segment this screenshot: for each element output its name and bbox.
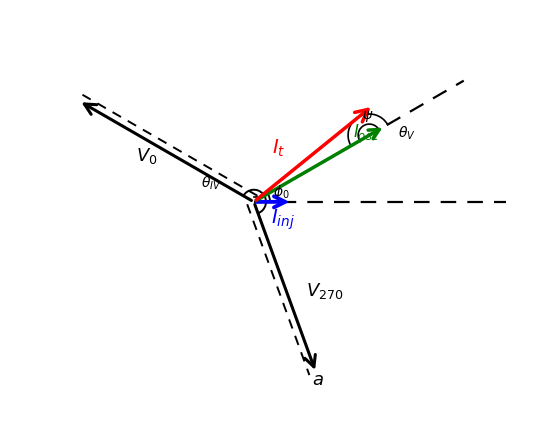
Text: $V_{270}$: $V_{270}$ <box>306 281 344 301</box>
Text: $I_t$: $I_t$ <box>272 137 286 158</box>
Text: $\phi_0$: $\phi_0$ <box>273 183 289 201</box>
Text: $V_0$: $V_0$ <box>136 146 158 167</box>
Text: $\theta_V$: $\theta_V$ <box>398 124 415 141</box>
Text: $a$: $a$ <box>312 371 324 389</box>
Text: $I_{inj}$: $I_{inj}$ <box>271 208 295 232</box>
Text: $\psi$: $\psi$ <box>362 109 373 124</box>
Text: $I_{osc}$: $I_{osc}$ <box>353 122 380 142</box>
Text: $\theta_{IV}$: $\theta_{IV}$ <box>201 175 222 192</box>
